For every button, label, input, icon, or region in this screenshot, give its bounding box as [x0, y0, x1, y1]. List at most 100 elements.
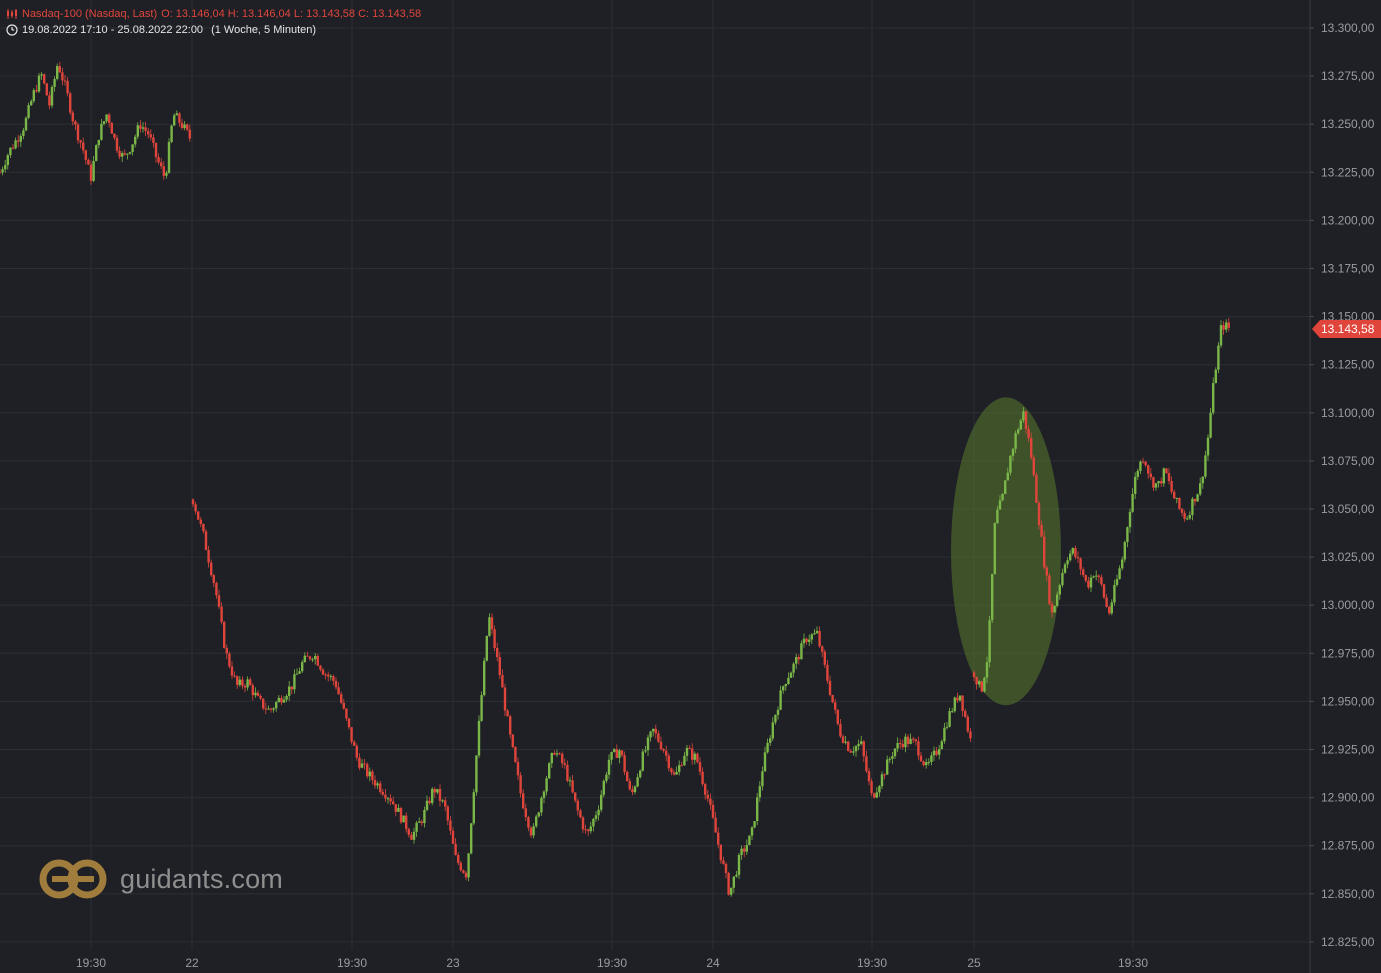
candle-body — [717, 832, 720, 845]
candle-body — [561, 753, 564, 764]
candle-body — [1045, 567, 1048, 576]
candle-body — [43, 74, 46, 84]
candle-body — [79, 140, 82, 143]
candle-body — [774, 714, 777, 723]
clock-icon — [6, 24, 18, 36]
candle-body — [45, 83, 48, 96]
candle-body — [1222, 325, 1225, 330]
candle-body — [878, 786, 881, 793]
candle-body — [1212, 383, 1215, 413]
price-tick-label: 13.225,00 — [1321, 165, 1375, 179]
candle-body — [735, 874, 738, 877]
candle-body — [574, 792, 577, 801]
candle-body — [1180, 508, 1184, 513]
candle-body — [355, 745, 358, 758]
candle-body — [844, 741, 847, 743]
candle-body — [1011, 448, 1015, 456]
time-axis[interactable]: 19:30 22 19:30 23 19:30 24 19:30 25 19:30 — [76, 956, 1148, 970]
candle-body — [1074, 548, 1077, 558]
candle-body — [376, 783, 379, 786]
candle-body — [87, 159, 90, 165]
candle-body — [462, 870, 465, 873]
candle-body — [652, 728, 655, 732]
candle-body — [535, 816, 538, 827]
candle-body — [1102, 584, 1106, 598]
candle-body — [282, 699, 286, 703]
candle-body — [943, 727, 946, 742]
candle-body — [498, 657, 501, 676]
candle-body — [241, 679, 244, 686]
interval-label: (1 Woche, 5 Minuten) — [211, 24, 317, 36]
candle-body — [82, 142, 85, 151]
price-tick-label: 13.200,00 — [1321, 213, 1375, 227]
candle-body — [249, 679, 252, 686]
candle-body — [223, 622, 226, 648]
candle-body — [800, 643, 803, 660]
candle-body — [524, 808, 527, 818]
time-tick-label: 22 — [185, 956, 199, 970]
candle-body — [1022, 411, 1025, 421]
candle-body — [183, 124, 186, 129]
candle-body — [1225, 322, 1228, 330]
price-tick-label: 13.250,00 — [1321, 117, 1375, 131]
candle-body — [197, 511, 200, 520]
candle-body — [1014, 433, 1017, 449]
candle-body — [1227, 322, 1230, 328]
candle-body — [1040, 525, 1043, 537]
candle-body — [581, 817, 585, 830]
candle-body — [360, 763, 364, 768]
guidants-logo-icon — [39, 859, 107, 899]
candle-body — [105, 114, 108, 122]
candle-body — [115, 137, 119, 151]
candle-body — [204, 531, 208, 551]
candle-body — [975, 677, 978, 685]
candle-body — [815, 630, 819, 634]
candle-body — [1157, 481, 1160, 484]
watermark-text: guidants.com — [120, 863, 283, 894]
candle-body — [134, 136, 137, 145]
candle-body — [503, 687, 507, 711]
time-tick-label: 25 — [967, 956, 981, 970]
price-axis[interactable]: 13.300,00 13.275,00 13.250,00 13.225,00 13.2… — [1310, 21, 1375, 949]
candle-body — [345, 708, 348, 719]
candle-body — [71, 112, 74, 122]
candle-body — [724, 863, 728, 874]
candle-body — [123, 153, 126, 155]
candle-body — [683, 755, 686, 766]
candle-body — [839, 723, 842, 737]
candle-body — [584, 829, 587, 831]
candle-body — [758, 786, 761, 798]
candle-body — [175, 113, 178, 116]
candle-body — [1113, 584, 1116, 603]
candle-body — [737, 854, 741, 875]
candle-body — [753, 821, 756, 828]
candle-body — [1165, 468, 1168, 474]
time-tick-label: 19:30 — [76, 956, 106, 970]
candle-body — [961, 695, 964, 711]
candle-body — [852, 751, 855, 753]
candle-body — [35, 90, 38, 92]
candle-body — [969, 731, 972, 739]
candle-body — [128, 152, 132, 154]
candle-body — [639, 770, 642, 778]
candle-body — [170, 125, 173, 142]
candle-body — [1006, 472, 1009, 481]
candle-body — [84, 150, 87, 160]
candle-body — [1115, 579, 1119, 585]
candle-body — [540, 797, 543, 813]
candle-body — [792, 663, 795, 673]
candle-body — [1105, 597, 1108, 607]
candle-body — [363, 763, 366, 765]
candle-body — [1128, 511, 1132, 528]
candle-body — [126, 153, 129, 155]
candle-body — [298, 671, 301, 674]
candle-body — [545, 778, 548, 792]
candle-body — [901, 744, 904, 748]
candle-body — [740, 848, 743, 855]
candle-body — [1053, 605, 1056, 613]
time-tick-label: 19:30 — [337, 956, 367, 970]
candle-body — [1063, 564, 1067, 573]
candle-body — [685, 747, 689, 756]
candle-body — [306, 655, 309, 657]
